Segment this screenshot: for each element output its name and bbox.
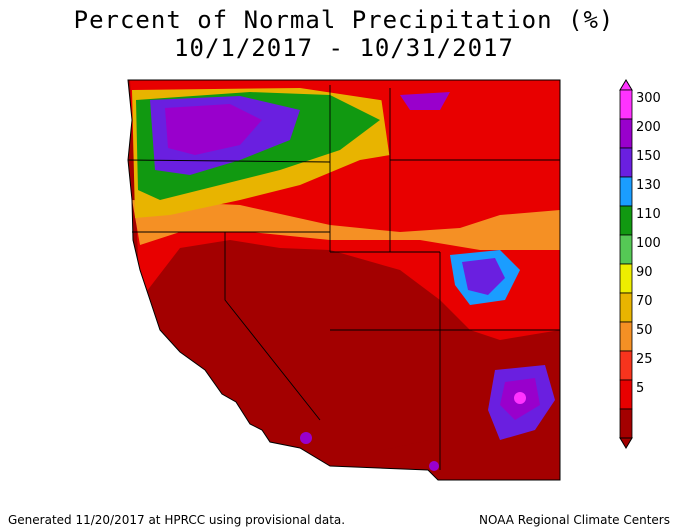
legend-label: 70 [636, 294, 653, 309]
legend-label: 25 [636, 352, 653, 367]
legend-color-bar [619, 79, 633, 449]
title-line-2: 10/1/2017 - 10/31/2017 [174, 34, 514, 62]
state-boundaries [127, 85, 560, 470]
legend-label: 90 [636, 265, 653, 280]
legend-swatch [619, 205, 633, 236]
map-fill [128, 80, 560, 480]
legend-label: 150 [636, 149, 661, 164]
legend-swatch [619, 350, 633, 381]
footer-source: NOAA Regional Climate Centers [479, 513, 670, 527]
legend-label: 200 [636, 120, 661, 135]
legend-swatch [619, 408, 633, 439]
legend-swatch [619, 292, 633, 323]
legend-label: 130 [636, 178, 661, 193]
legend-swatch [619, 118, 633, 149]
legend-swatch [619, 147, 633, 178]
legend-label: 110 [636, 207, 661, 222]
legend-swatch [619, 263, 633, 294]
title-line-1: Percent of Normal Precipitation (%) [73, 6, 615, 34]
legend-label: 300 [636, 91, 661, 106]
legend-label: 5 [636, 381, 645, 396]
footer-generated-note: Generated 11/20/2017 at HPRCC using prov… [8, 513, 346, 527]
map-outline [127, 79, 561, 481]
legend-swatch [619, 176, 633, 207]
legend-swatch [619, 89, 633, 120]
legend-top-arrow [619, 79, 633, 91]
legend-label: 50 [636, 323, 653, 338]
legend-swatch [619, 234, 633, 265]
legend-swatch [619, 321, 633, 352]
legend-swatch [619, 379, 633, 410]
legend-label: 100 [636, 236, 661, 251]
legend-bottom-arrow [619, 437, 633, 449]
